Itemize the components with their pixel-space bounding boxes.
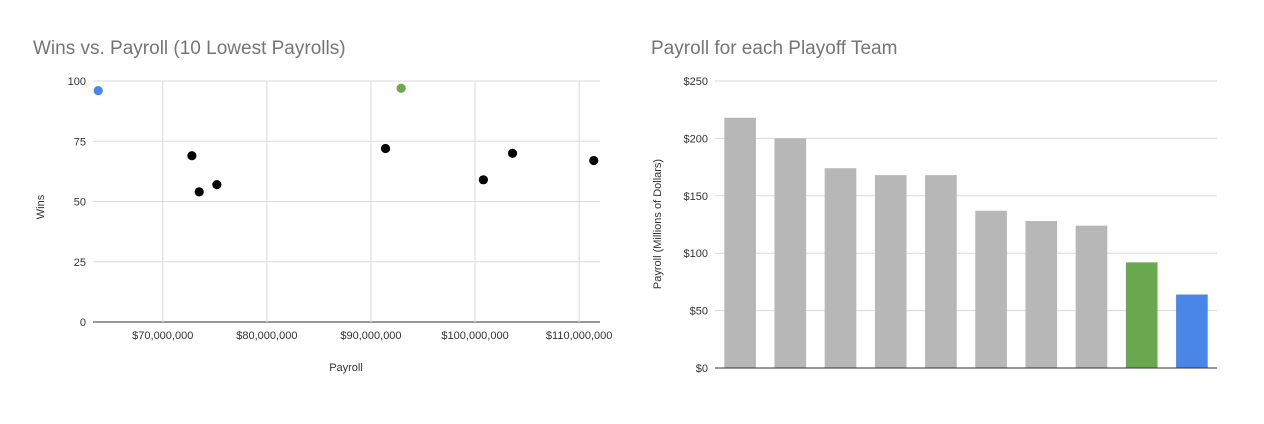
data-point xyxy=(194,187,204,197)
y-tick-label: $0 xyxy=(696,363,708,375)
data-point xyxy=(478,175,489,185)
bar xyxy=(724,117,756,369)
bar xyxy=(1025,221,1058,368)
y-tick-label: $100 xyxy=(684,248,708,260)
x-tick-label: $70,000,000 xyxy=(132,330,193,342)
data-point xyxy=(212,180,222,190)
x-tick-label: $90,000,000 xyxy=(340,330,401,342)
data-point xyxy=(187,151,197,161)
x-tick-label: $110,000,000 xyxy=(546,330,612,342)
data-point xyxy=(589,155,599,166)
y-tick-label: 0 xyxy=(80,317,86,329)
y-tick-label: 75 xyxy=(74,136,86,148)
x-tick-label: $100,000,000 xyxy=(441,330,508,342)
bar xyxy=(1176,294,1208,368)
y-tick-label: 100 xyxy=(68,76,86,88)
y-tick-label: $250 xyxy=(684,76,708,88)
x-axis-title: Payroll xyxy=(329,362,363,374)
data-point xyxy=(93,86,103,96)
y-axis-title: Payroll (Millions of Dollars) xyxy=(652,159,664,289)
bar xyxy=(824,168,857,368)
bar xyxy=(975,210,1007,368)
y-axis-title: Wins xyxy=(35,194,47,219)
bar xyxy=(874,175,907,368)
data-point xyxy=(507,148,518,158)
y-tick-label: $150 xyxy=(684,191,708,203)
y-tick-label: 25 xyxy=(74,257,86,269)
scatter-chart-title: Wins vs. Payroll (10 Lowest Payrolls) xyxy=(33,38,346,59)
bar xyxy=(1125,262,1158,368)
data-point xyxy=(380,143,391,154)
y-tick-label: 50 xyxy=(74,197,86,209)
bar xyxy=(774,138,807,368)
y-tick-label: $200 xyxy=(684,133,708,145)
bar xyxy=(1075,225,1108,368)
y-tick-label: $50 xyxy=(690,306,708,318)
scatter-chart: 0 25 50 75 100 $70,000,000 $80,000,000 $90,000,… xyxy=(35,76,612,374)
data-point xyxy=(396,83,406,93)
bar-chart-title: Payroll for each Playoff Team xyxy=(651,38,898,59)
x-tick-label: $80,000,000 xyxy=(236,330,297,342)
bar xyxy=(925,175,957,368)
